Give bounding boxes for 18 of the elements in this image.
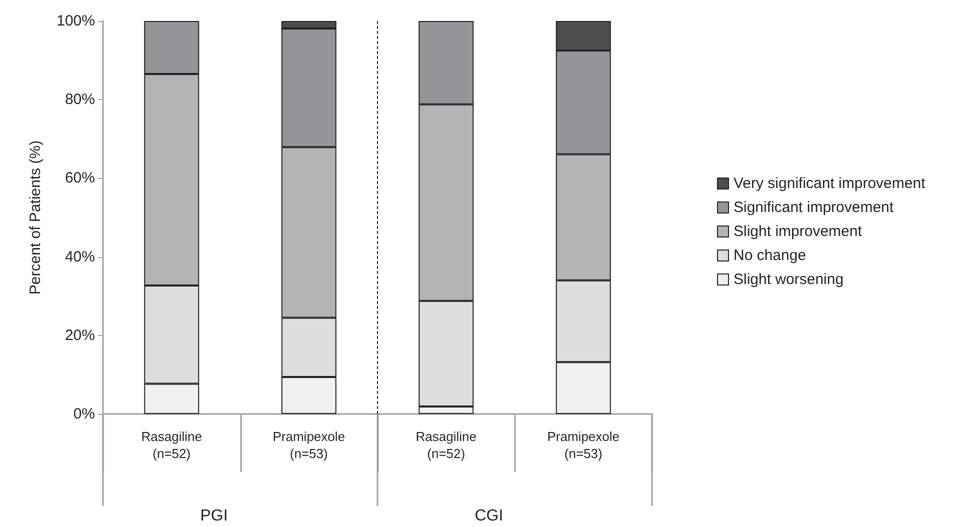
legend-label: Very significant improvement	[734, 175, 926, 192]
x-tick-label: Pramipexole (n=53)	[547, 429, 620, 461]
y-tick-label: 60%	[64, 170, 95, 187]
y-axis-title: Percent of Patients (%)	[27, 140, 44, 295]
legend-label: Slight worsening	[734, 271, 844, 288]
y-tick-label: 80%	[64, 91, 95, 108]
legend-label: Significant improvement	[734, 199, 894, 216]
text: CGI	[474, 508, 504, 524]
y-tick-label: 20%	[64, 326, 95, 344]
x-tick-label: Rasagiline (n=52)	[141, 429, 202, 461]
y-tick-label: 100%	[56, 12, 95, 30]
x-tick-label: Pramipexole (n=53)	[272, 429, 346, 461]
legend-label: No change	[734, 247, 806, 264]
x-tick-label: Rasagiline (n=52)	[416, 429, 476, 461]
y-tick-label: 40%	[64, 248, 95, 266]
text: PGI	[200, 508, 228, 524]
y-tick-label: 0%	[73, 406, 95, 422]
legend-label: Slight improvement	[734, 223, 863, 240]
